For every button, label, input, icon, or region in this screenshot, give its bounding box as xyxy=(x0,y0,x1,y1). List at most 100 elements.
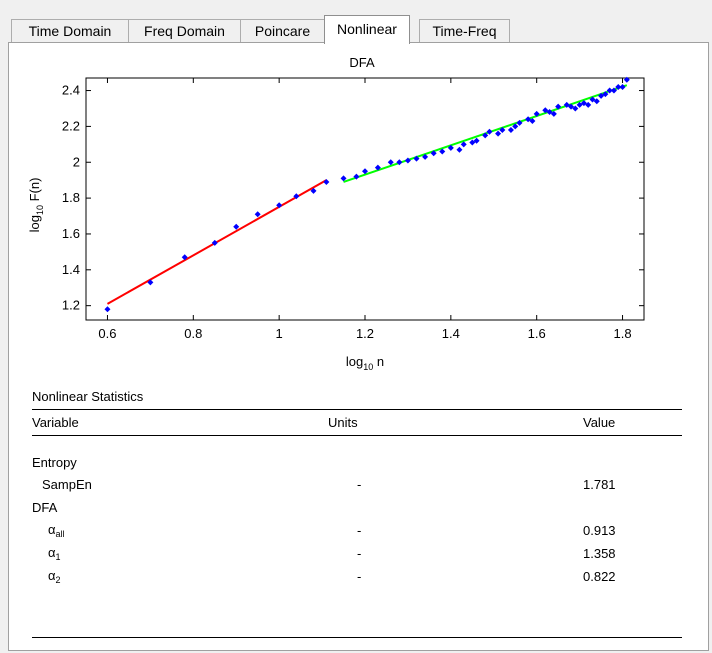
header-bottom-rule xyxy=(32,435,682,436)
data-point xyxy=(233,223,240,230)
data-point xyxy=(533,110,540,117)
data-point xyxy=(563,101,570,108)
y-tick-label: 2.2 xyxy=(62,118,80,133)
data-point xyxy=(147,279,154,286)
column-value: Value xyxy=(583,415,616,430)
data-point xyxy=(413,155,420,162)
data-point xyxy=(340,175,347,182)
stats-title: Nonlinear Statistics xyxy=(32,389,144,404)
x-tick-label: 1.2 xyxy=(356,326,374,341)
x-tick-label: 1.6 xyxy=(528,326,546,341)
data-point xyxy=(486,128,493,135)
sampen-units: - xyxy=(357,477,362,492)
data-point xyxy=(529,118,536,125)
column-variable: Variable xyxy=(32,415,79,430)
alpha-2-units: - xyxy=(357,569,362,584)
data-point xyxy=(589,96,596,103)
y-axis: 1.2 1.4 1.6 1.8 2 2.2 2.4 xyxy=(62,83,644,313)
y-tick-label: 1.4 xyxy=(62,262,80,277)
data-point xyxy=(469,139,476,146)
x-axis: 0.6 0.8 1 1.2 1.4 1.6 1.8 xyxy=(98,78,632,341)
data-point xyxy=(550,110,557,117)
data-point xyxy=(181,254,188,261)
alpha-1-value: 1.358 xyxy=(583,546,616,561)
data-point xyxy=(495,130,502,137)
dfa-heading: DFA xyxy=(32,500,58,515)
data-point xyxy=(482,132,489,139)
x-axis-label: log10 n xyxy=(346,354,384,372)
y-tick-label: 2.4 xyxy=(62,83,80,98)
y-tick-label: 1.6 xyxy=(62,226,80,241)
data-point xyxy=(568,103,575,110)
data-point xyxy=(104,306,111,313)
data-point xyxy=(422,153,429,160)
data-point xyxy=(276,202,283,209)
data-point xyxy=(387,159,394,166)
tab-time-freq[interactable]: Time-Freq xyxy=(419,19,510,42)
data-point xyxy=(525,116,532,123)
data-point xyxy=(293,193,300,200)
fit-short-line xyxy=(106,179,327,305)
y-tick-label: 1.2 xyxy=(62,298,80,313)
sampen-value: 1.781 xyxy=(583,477,616,492)
alpha-1-label: α1 xyxy=(48,545,61,562)
tab-time-domain[interactable]: Time Domain xyxy=(11,19,129,42)
data-point xyxy=(374,164,381,171)
y-axis-label: log10 F(n) xyxy=(27,178,45,233)
data-point xyxy=(593,98,600,105)
plot-area xyxy=(85,77,645,321)
data-point xyxy=(404,157,411,164)
data-point xyxy=(211,239,218,246)
table-bottom-rule xyxy=(32,637,682,638)
alpha-2-label: α2 xyxy=(48,568,61,585)
chart-title: DFA xyxy=(349,55,375,70)
alpha-all-units: - xyxy=(357,523,362,538)
data-point xyxy=(619,83,626,90)
data-point xyxy=(396,159,403,166)
x-tick-label: 1.8 xyxy=(613,326,631,341)
y-tick-label: 2 xyxy=(73,154,80,169)
data-point xyxy=(546,109,553,116)
data-point xyxy=(623,76,630,83)
data-point xyxy=(310,187,317,194)
tab-nonlinear[interactable]: Nonlinear xyxy=(324,15,410,44)
data-point xyxy=(439,148,446,155)
column-units: Units xyxy=(328,415,358,430)
data-point xyxy=(555,103,562,110)
data-point xyxy=(499,126,506,133)
data-point xyxy=(572,105,579,112)
data-points xyxy=(104,76,630,313)
data-point xyxy=(615,83,622,90)
data-point xyxy=(606,87,613,94)
data-point xyxy=(580,100,587,107)
alpha-all-label: αall xyxy=(48,522,65,539)
x-tick-label: 1.4 xyxy=(442,326,460,341)
data-point xyxy=(430,150,437,157)
header-top-rule xyxy=(32,409,682,410)
tab-freq-domain[interactable]: Freq Domain xyxy=(128,19,241,42)
data-point xyxy=(602,91,609,98)
alpha-2-value: 0.822 xyxy=(583,569,616,584)
data-point xyxy=(323,178,330,185)
data-point xyxy=(512,123,519,130)
alpha-1-units: - xyxy=(357,546,362,561)
alpha-all-value: 0.913 xyxy=(583,523,616,538)
data-point xyxy=(473,137,480,144)
data-point xyxy=(542,107,549,114)
data-point xyxy=(598,92,605,99)
sampen-label: SampEn xyxy=(42,477,92,492)
data-point xyxy=(447,144,454,151)
data-point xyxy=(254,211,261,218)
data-point xyxy=(576,101,583,108)
data-point xyxy=(516,119,523,126)
x-tick-label: 0.6 xyxy=(98,326,116,341)
data-point xyxy=(456,146,463,153)
x-tick-label: 1 xyxy=(276,326,283,341)
data-point xyxy=(507,126,514,133)
tab-poincare[interactable]: Poincare xyxy=(240,19,325,42)
data-point xyxy=(585,101,592,108)
data-point xyxy=(460,141,467,148)
data-point xyxy=(353,173,360,180)
